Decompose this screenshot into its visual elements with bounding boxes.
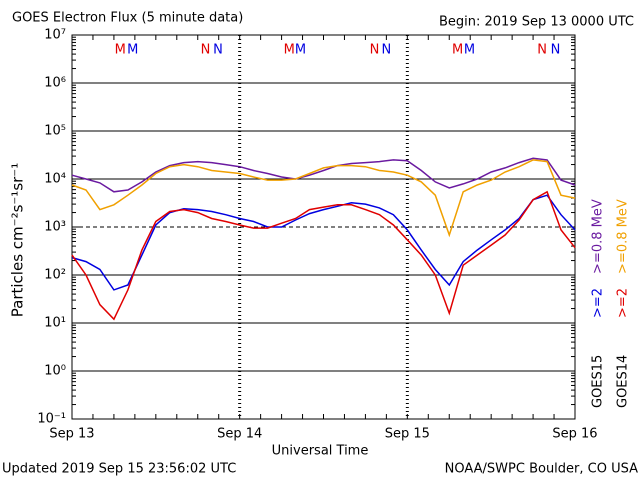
marker-letter: M <box>464 43 475 58</box>
y-tick-label: 10⁶ <box>44 76 66 91</box>
legend-group: GOES14 <box>616 355 631 408</box>
series-line <box>71 190 576 321</box>
legend-entry: >=2 <box>591 288 606 318</box>
legend-entry: >=0.8 MeV <box>616 199 631 274</box>
series-line <box>71 194 576 291</box>
marker-letter: N <box>370 43 380 58</box>
y-tick-label: 10⁴ <box>44 172 66 187</box>
y-axis-label: Particles cm⁻²s⁻¹sr⁻¹ <box>9 163 27 317</box>
footer-right: NOAA/SWPC Boulder, CO USA <box>445 462 638 477</box>
y-tick-label: 10⁰ <box>44 364 66 379</box>
marker-letter: N <box>201 43 211 58</box>
y-tick-label: 10³ <box>44 220 66 235</box>
marker-letter: N <box>551 43 561 58</box>
y-tick-label: 10⁷ <box>44 28 66 43</box>
chart-subtitle: Begin: 2019 Sep 13 0000 UTC <box>439 15 634 30</box>
footer-left: Updated 2019 Sep 15 23:56:02 UTC <box>2 462 236 477</box>
y-tick-label: 10⁻¹ <box>37 412 66 427</box>
legend-entry: >=2 <box>616 288 631 318</box>
x-tick-label: Sep 14 <box>217 427 262 442</box>
x-axis-label: Universal Time <box>272 444 369 459</box>
series-line <box>71 157 576 193</box>
marker-letter: M <box>127 43 138 58</box>
y-tick-label: 10¹ <box>44 316 66 331</box>
y-tick-label: 10⁵ <box>44 124 66 139</box>
x-tick-label: Sep 13 <box>49 427 94 442</box>
marker-letter: M <box>295 43 306 58</box>
marker-letter: N <box>382 43 392 58</box>
marker-letter: N <box>213 43 223 58</box>
chart-title: GOES Electron Flux (5 minute data) <box>12 11 243 26</box>
series-line <box>71 159 576 238</box>
legend-entry: >=0.8 MeV <box>591 199 606 274</box>
marker-letter: M <box>284 43 295 58</box>
marker-letter: M <box>115 43 126 58</box>
x-tick-label: Sep 16 <box>552 427 597 442</box>
legend-group: GOES15 <box>591 355 606 408</box>
marker-letter: M <box>452 43 463 58</box>
x-tick-label: Sep 15 <box>385 427 430 442</box>
y-tick-label: 10² <box>44 268 66 283</box>
marker-letter: N <box>537 43 547 58</box>
